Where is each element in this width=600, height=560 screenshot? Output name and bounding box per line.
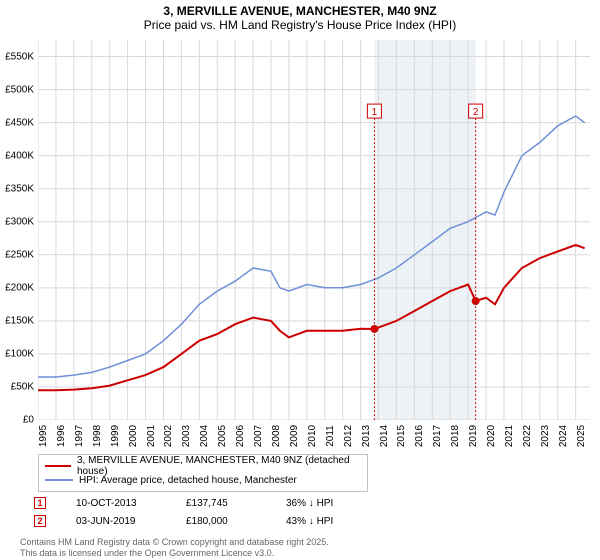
sale-marker: 2 bbox=[34, 515, 46, 527]
chart-container: 3, MERVILLE AVENUE, MANCHESTER, M40 9NZ … bbox=[0, 0, 600, 560]
x-tick-label: 2019 bbox=[468, 425, 479, 447]
chart-svg: 12 bbox=[38, 40, 590, 420]
y-axis: £0£50K£100K£150K£200K£250K£300K£350K£400… bbox=[0, 40, 36, 420]
series-price_paid bbox=[38, 245, 585, 390]
attribution-line1: Contains HM Land Registry data © Crown c… bbox=[20, 537, 329, 547]
legend: 3, MERVILLE AVENUE, MANCHESTER, M40 9NZ … bbox=[38, 454, 368, 492]
x-tick-label: 2007 bbox=[253, 425, 264, 447]
x-tick-label: 2024 bbox=[558, 425, 569, 447]
x-tick-label: 2003 bbox=[181, 425, 192, 447]
x-tick-label: 1998 bbox=[92, 425, 103, 447]
y-tick-label: £350K bbox=[5, 183, 34, 194]
x-tick-label: 2009 bbox=[289, 425, 300, 447]
y-tick-label: £100K bbox=[5, 348, 34, 359]
x-tick-label: 2020 bbox=[486, 425, 497, 447]
plot-area: 12 bbox=[38, 40, 590, 420]
sale-price: £137,745 bbox=[186, 498, 256, 509]
sale-date: 10-OCT-2013 bbox=[76, 498, 156, 509]
x-tick-label: 2000 bbox=[128, 425, 139, 447]
shaded-band bbox=[374, 40, 475, 420]
x-tick-label: 1997 bbox=[74, 425, 85, 447]
x-tick-label: 2016 bbox=[414, 425, 425, 447]
sale-price: £180,000 bbox=[186, 516, 256, 527]
attribution: Contains HM Land Registry data © Crown c… bbox=[20, 537, 329, 558]
title-subtitle: Price paid vs. HM Land Registry's House … bbox=[0, 18, 600, 32]
y-tick-label: £500K bbox=[5, 84, 34, 95]
x-tick-label: 2011 bbox=[325, 425, 336, 447]
legend-swatch bbox=[45, 465, 71, 467]
x-tick-label: 2023 bbox=[540, 425, 551, 447]
series-hpi bbox=[38, 116, 585, 377]
y-tick-label: £150K bbox=[5, 315, 34, 326]
sale-pct: 43% ↓ HPI bbox=[286, 516, 366, 527]
x-tick-label: 2022 bbox=[522, 425, 533, 447]
y-tick-label: £400K bbox=[5, 150, 34, 161]
svg-text:1: 1 bbox=[372, 107, 378, 118]
x-axis: 1995 1996 1997 1998 1999 2000 2001 2002 2003 2004… bbox=[38, 420, 590, 450]
x-tick-label: 2021 bbox=[504, 425, 515, 447]
attribution-line2: This data is licensed under the Open Gov… bbox=[20, 548, 329, 558]
x-tick-label: 2012 bbox=[343, 425, 354, 447]
x-tick-label: 2017 bbox=[432, 425, 443, 447]
x-tick-label: 2008 bbox=[271, 425, 282, 447]
y-tick-label: £300K bbox=[5, 216, 34, 227]
x-tick-label: 2002 bbox=[163, 425, 174, 447]
sale-row: 2 03-JUN-2019 £180,000 43% ↓ HPI bbox=[34, 512, 366, 530]
y-tick-label: £550K bbox=[5, 51, 34, 62]
sales-table: 1 10-OCT-2013 £137,745 36% ↓ HPI 2 03-JUN-201… bbox=[34, 494, 366, 530]
title-address: 3, MERVILLE AVENUE, MANCHESTER, M40 9NZ bbox=[0, 4, 600, 18]
y-tick-label: £200K bbox=[5, 282, 34, 293]
legend-row: 3, MERVILLE AVENUE, MANCHESTER, M40 9NZ … bbox=[45, 459, 361, 473]
y-tick-label: £50K bbox=[11, 381, 34, 392]
x-tick-label: 2014 bbox=[379, 425, 390, 447]
sale-pct: 36% ↓ HPI bbox=[286, 498, 366, 509]
legend-swatch bbox=[45, 479, 73, 481]
x-tick-label: 2004 bbox=[199, 425, 210, 447]
sale-marker: 1 bbox=[34, 497, 46, 509]
x-tick-label: 2010 bbox=[307, 425, 318, 447]
x-tick-label: 2013 bbox=[361, 425, 372, 447]
title-block: 3, MERVILLE AVENUE, MANCHESTER, M40 9NZ … bbox=[0, 0, 600, 33]
x-tick-label: 2005 bbox=[217, 425, 228, 447]
x-tick-label: 1999 bbox=[110, 425, 121, 447]
x-tick-label: 2006 bbox=[235, 425, 246, 447]
x-tick-label: 2001 bbox=[146, 425, 157, 447]
y-tick-label: £250K bbox=[5, 249, 34, 260]
x-tick-label: 2015 bbox=[396, 425, 407, 447]
legend-label: HPI: Average price, detached house, Manc… bbox=[79, 475, 297, 486]
x-tick-label: 1996 bbox=[56, 425, 67, 447]
y-tick-label: £450K bbox=[5, 117, 34, 128]
x-tick-label: 2018 bbox=[450, 425, 461, 447]
svg-text:2: 2 bbox=[473, 107, 479, 118]
sale-date: 03-JUN-2019 bbox=[76, 516, 156, 527]
y-tick-label: £0 bbox=[23, 415, 34, 426]
x-tick-label: 2025 bbox=[576, 425, 587, 447]
sale-row: 1 10-OCT-2013 £137,745 36% ↓ HPI bbox=[34, 494, 366, 512]
x-tick-label: 1995 bbox=[38, 425, 49, 447]
